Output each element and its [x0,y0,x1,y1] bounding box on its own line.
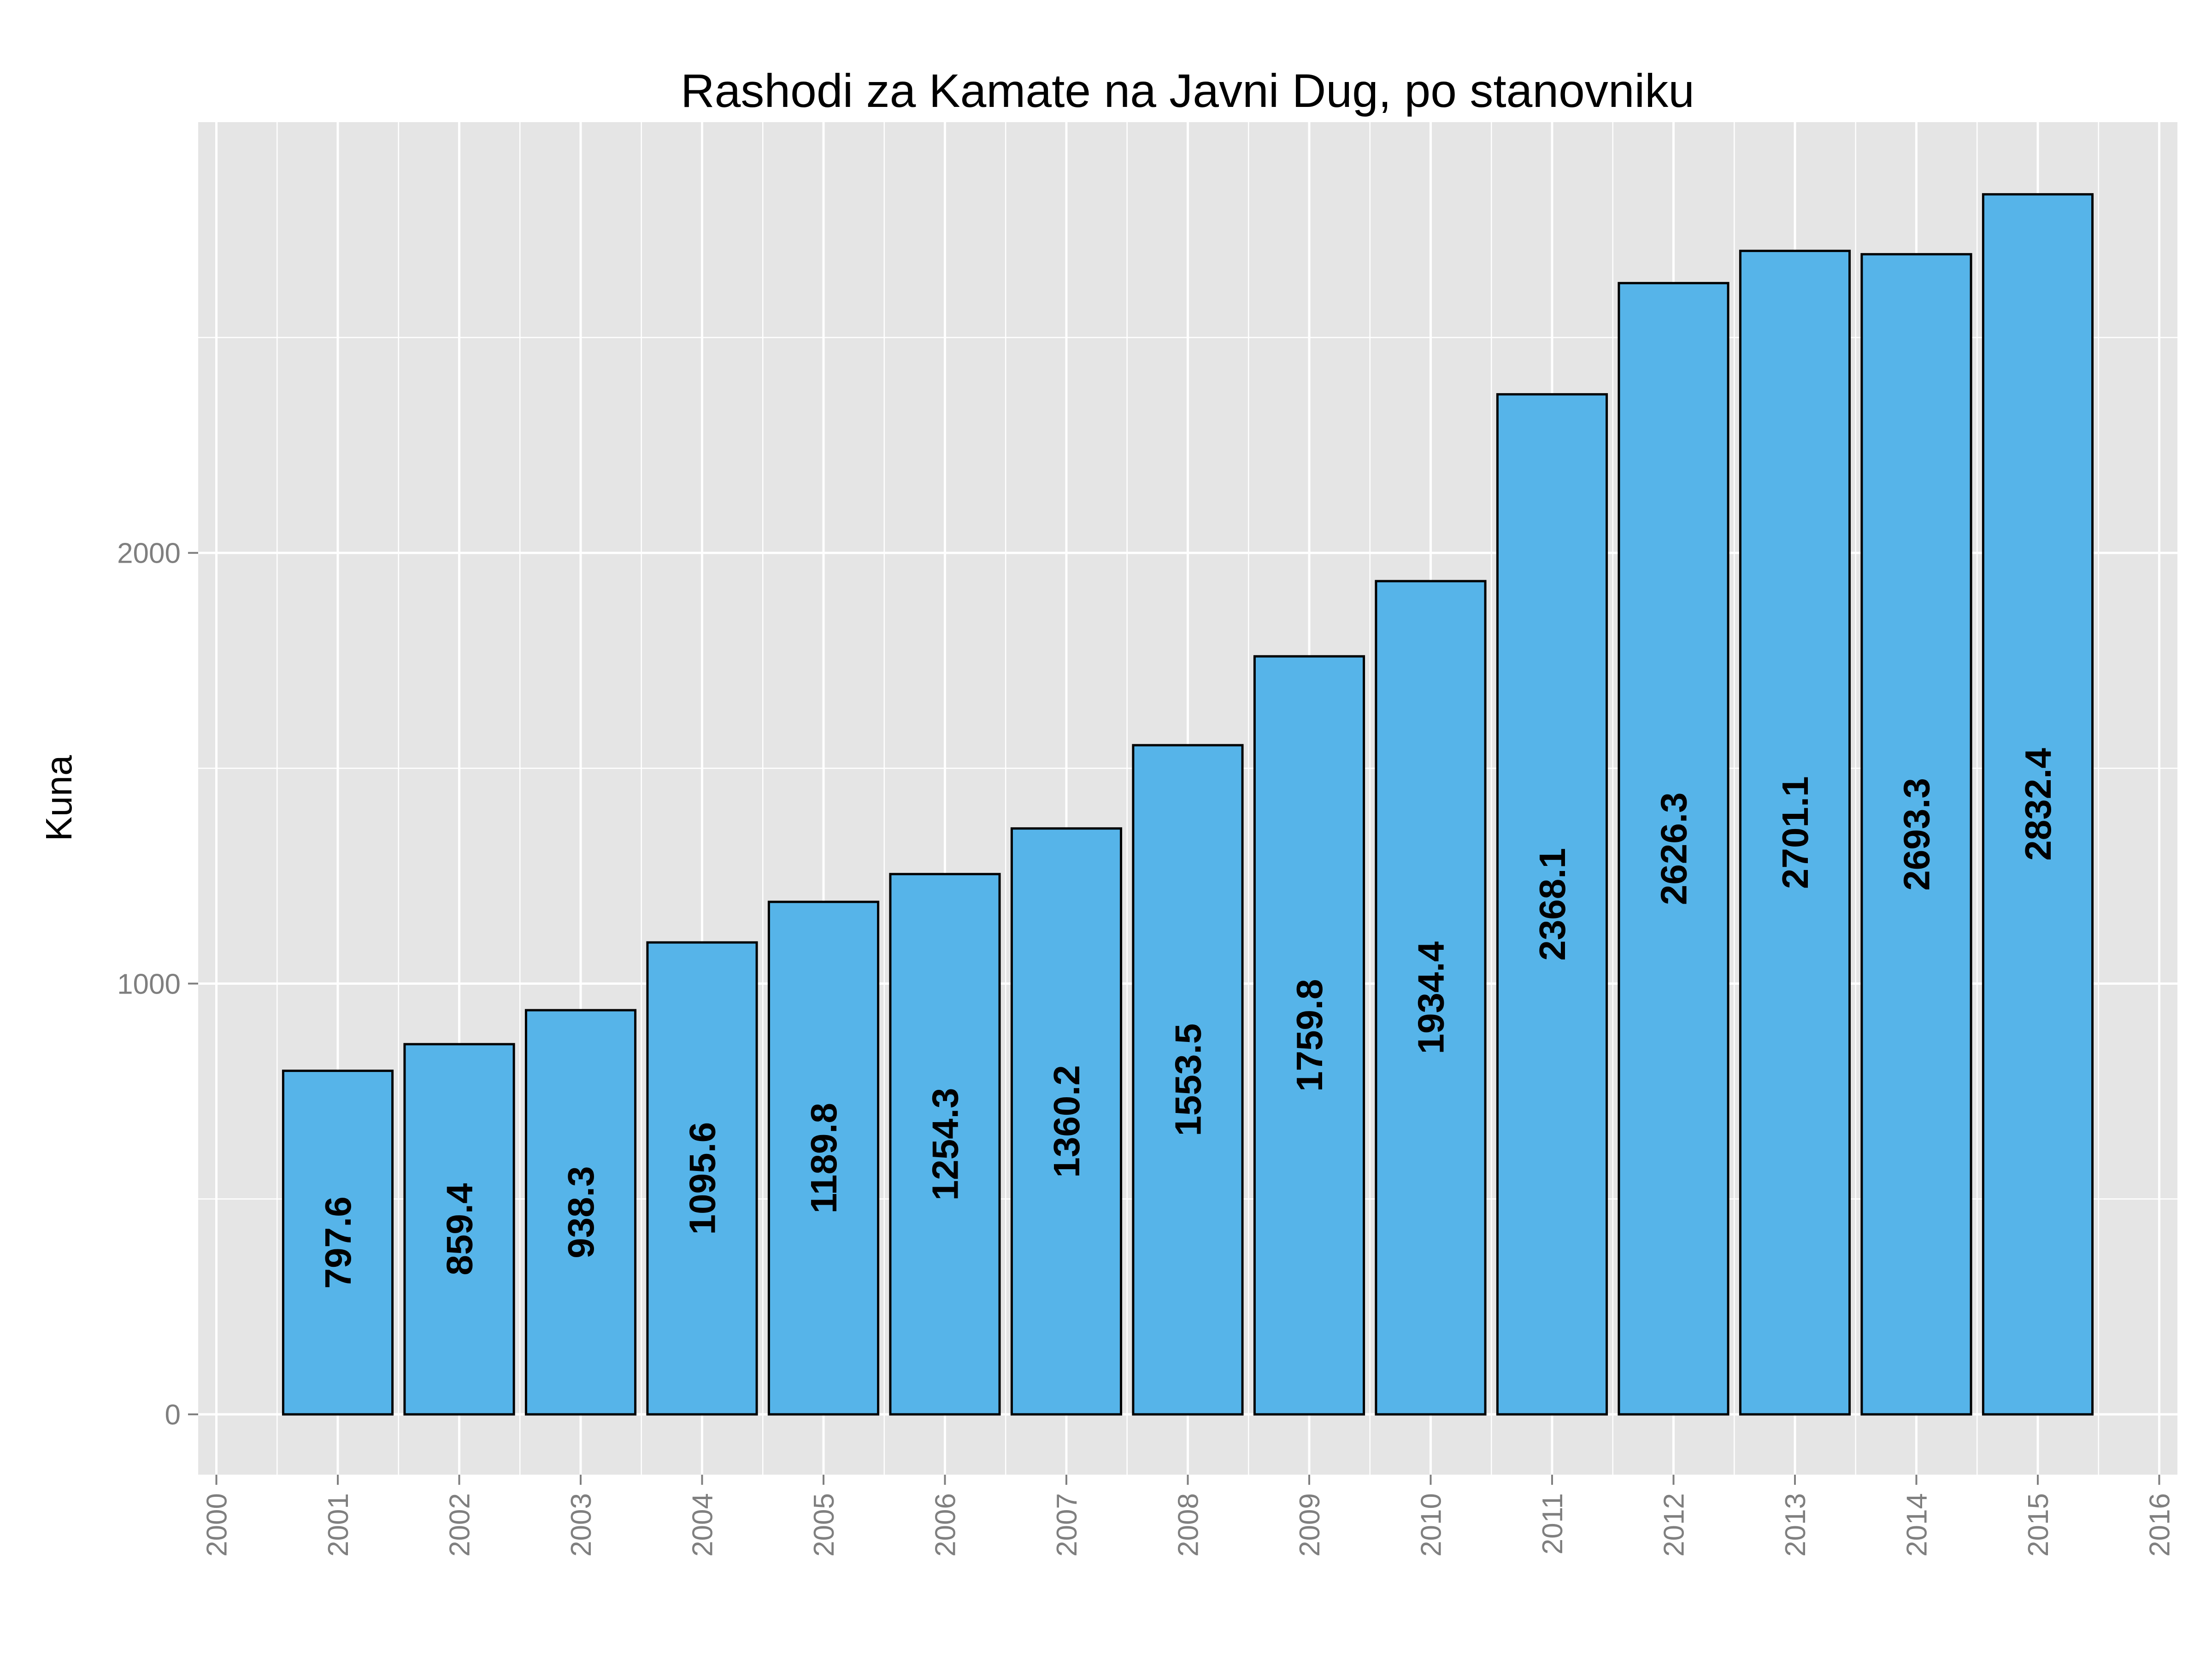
x-tick-label: 2010 [1415,1493,1447,1557]
bar-2011 [1496,393,1608,1416]
x-tick-label: 2002 [444,1493,476,1557]
bar-value-label: 1189.8 [803,1103,844,1213]
bar-value-label: 1254.3 [925,1088,966,1201]
x-tick-label: 2012 [1658,1493,1690,1557]
x-tick-label: 2016 [2144,1493,2176,1557]
x-tick-label: 2014 [1901,1493,1933,1557]
bar-value-label: 1095.6 [682,1122,723,1235]
bar-2013 [1739,249,1851,1416]
bar-2010 [1375,580,1487,1416]
bar-value-label: 1759.8 [1289,979,1330,1092]
bar-2009 [1253,655,1365,1416]
bar-value-label: 2626.3 [1653,792,1694,905]
bar-value-label: 1934.4 [1410,941,1451,1054]
bar-value-label: 797.6 [318,1196,359,1288]
bar-value-label: 1360.2 [1046,1065,1087,1178]
x-tick-label: 2015 [2023,1493,2054,1557]
x-tick-label: 2011 [1537,1493,1569,1554]
x-tick-label: 2004 [687,1493,719,1557]
bar-value-label: 938.3 [560,1166,601,1259]
bar-2003 [524,1009,637,1416]
x-tick-label: 2013 [1780,1493,1812,1557]
y-tick-label: 2000 [117,538,181,570]
x-tick-label: 2008 [1173,1493,1205,1557]
bar-2006 [889,873,1001,1416]
bar-2004 [646,941,758,1416]
bar-value-label: 2693.3 [1896,778,1937,891]
x-tick-label: 2001 [323,1493,354,1557]
chart-title: Rashodi za Kamate na Javni Dug, po stano… [681,65,1694,117]
bar-value-label: 2701.1 [1775,776,1816,889]
bar-2008 [1132,744,1244,1416]
x-tick-label: 2000 [201,1493,233,1557]
x-tick-label: 2005 [808,1493,840,1557]
x-axis: 2000 2001 2002 2003 2004 2005 2006 2007 2008 2009… [201,1475,2176,1557]
x-tick-label: 2009 [1294,1493,1326,1557]
x-tick-label: 2006 [930,1493,962,1557]
bar-2001 [282,1070,394,1416]
y-axis-label: Kuna [38,755,79,841]
bar-2015 [1982,193,2094,1416]
y-axis: 0 1000 2000 [117,538,198,1431]
y-tick-label: 1000 [117,968,181,1000]
bar-value-label: 859.4 [439,1183,480,1276]
bar-labels: 797.6 859.4 938.3 1095.6 1189.8 1254.3 1360.2 1… [318,748,2059,1289]
bar-value-label: 1553.5 [1168,1024,1209,1136]
bar-2014 [1860,253,1972,1416]
bar-2005 [767,900,880,1416]
bar-2002 [403,1043,515,1416]
y-tick-label: 0 [165,1399,181,1431]
bar-value-label: 2832.4 [2018,748,2059,861]
x-tick-label: 2007 [1051,1493,1083,1557]
bars [282,193,2094,1416]
bar-2007 [1010,827,1123,1416]
x-tick-label: 2003 [565,1493,597,1557]
bar-value-label: 2368.1 [1532,848,1573,961]
bar-2012 [1618,282,1730,1416]
